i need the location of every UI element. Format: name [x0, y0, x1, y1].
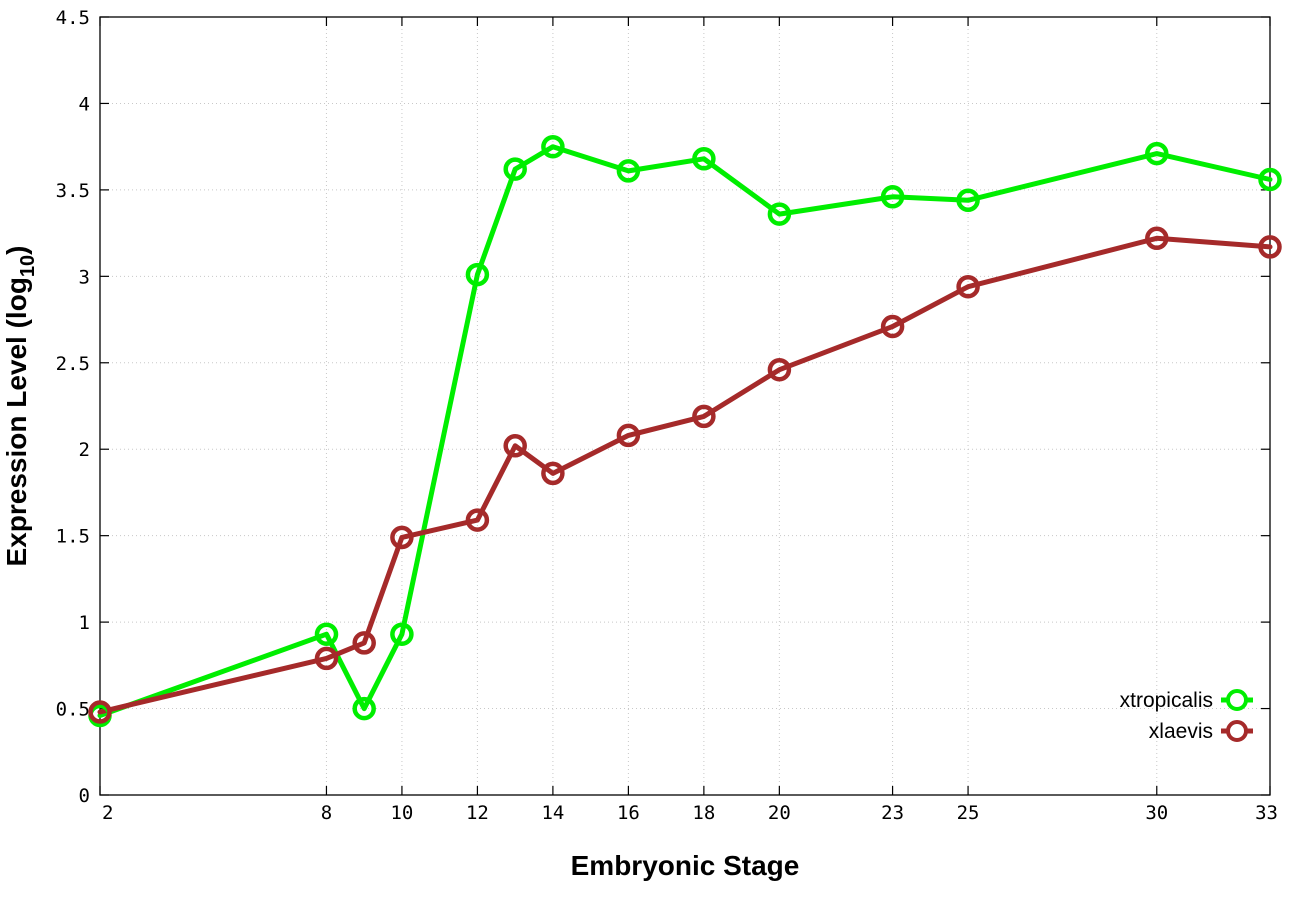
data-point-xtropicalis: [956, 188, 980, 213]
data-point-xtropicalis: [1145, 141, 1169, 166]
data-point-xtropicalis: [314, 622, 339, 646]
data-point-xtropicalis: [880, 185, 905, 209]
y-tick-label: 4.5: [56, 7, 90, 29]
data-point-xlaevis: [541, 461, 565, 486]
y-tick-label: 3: [79, 266, 90, 288]
data-point-xtropicalis: [503, 157, 527, 181]
y-axis-title-prefix: Expression Level (log: [1, 277, 32, 566]
x-tick-label: 25: [957, 802, 980, 824]
x-tick-label: 30: [1145, 802, 1168, 824]
data-point-xlaevis: [88, 700, 112, 724]
data-point-xtropicalis: [1258, 167, 1282, 192]
data-point-xlaevis: [767, 357, 792, 382]
x-tick-label: 14: [541, 802, 564, 824]
series-line-xtropicalis: [97, 144, 1273, 718]
y-tick-label: 1.5: [56, 526, 90, 548]
legend-label-xlaevis: xlaevis: [1149, 720, 1213, 743]
data-point-xlaevis: [390, 525, 414, 550]
data-point-xlaevis: [352, 631, 376, 655]
data-point-xtropicalis: [390, 622, 414, 646]
data-point-xlaevis: [465, 508, 490, 532]
y-tick-label: 0.5: [56, 699, 90, 721]
x-tick-label: 12: [466, 802, 489, 824]
y-axis-title: Expression Level (log10): [1, 246, 39, 567]
data-point-xlaevis: [1145, 226, 1169, 251]
data-point-xtropicalis: [541, 134, 565, 159]
data-point-xlaevis: [880, 314, 905, 339]
data-point-xlaevis: [314, 646, 339, 671]
legend-label-xtropicalis: xtropicalis: [1120, 689, 1213, 712]
y-axis-title-subscript: 10: [17, 255, 39, 277]
x-tick-label: 23: [881, 802, 904, 824]
x-tick-label: 16: [617, 802, 640, 824]
x-tick-label: 33: [1255, 802, 1278, 824]
grid-layer: [100, 17, 1270, 795]
data-point-xlaevis: [503, 434, 527, 458]
data-point-xlaevis: [1258, 235, 1282, 259]
legend-swatch-marker-xtropicalis: [1226, 689, 1248, 711]
series-layer: [88, 134, 1282, 728]
x-tick-label: 8: [321, 802, 332, 824]
x-axis-title: Embryonic Stage: [571, 850, 800, 881]
x-tick-label: 10: [390, 802, 413, 824]
x-tick-label: 18: [692, 802, 715, 824]
data-point-xlaevis: [616, 423, 641, 448]
data-point-xlaevis: [956, 274, 980, 299]
data-point-xtropicalis: [465, 262, 490, 287]
y-tick-label: 2: [79, 439, 90, 461]
plot-frame: [99, 16, 1271, 796]
legend-swatch-marker-xlaevis: [1226, 720, 1248, 742]
y-tick-label: 1: [79, 612, 90, 634]
y-axis-title-suffix: ): [1, 246, 32, 255]
y-tick-label: 2.5: [56, 353, 90, 375]
data-point-xtropicalis: [692, 147, 716, 171]
tick-layer: 0 0.5 1 1.5 2 2.5 3 3.5 4 4.5 2 8 10 12 14 16 18 20 23 25 30…: [56, 7, 1278, 824]
legend: xtropicalis xlaevis: [1120, 689, 1253, 743]
x-tick-label: 20: [768, 802, 791, 824]
data-point-xlaevis: [692, 404, 716, 429]
y-tick-label: 0: [79, 785, 90, 807]
y-tick-label: 4: [79, 93, 90, 115]
data-point-xtropicalis: [767, 202, 792, 226]
data-point-xtropicalis: [616, 159, 641, 183]
y-tick-label: 3.5: [56, 180, 90, 202]
data-point-xtropicalis: [352, 696, 376, 721]
x-tick-label: 2: [102, 802, 113, 824]
series-line-xlaevis: [97, 235, 1273, 715]
